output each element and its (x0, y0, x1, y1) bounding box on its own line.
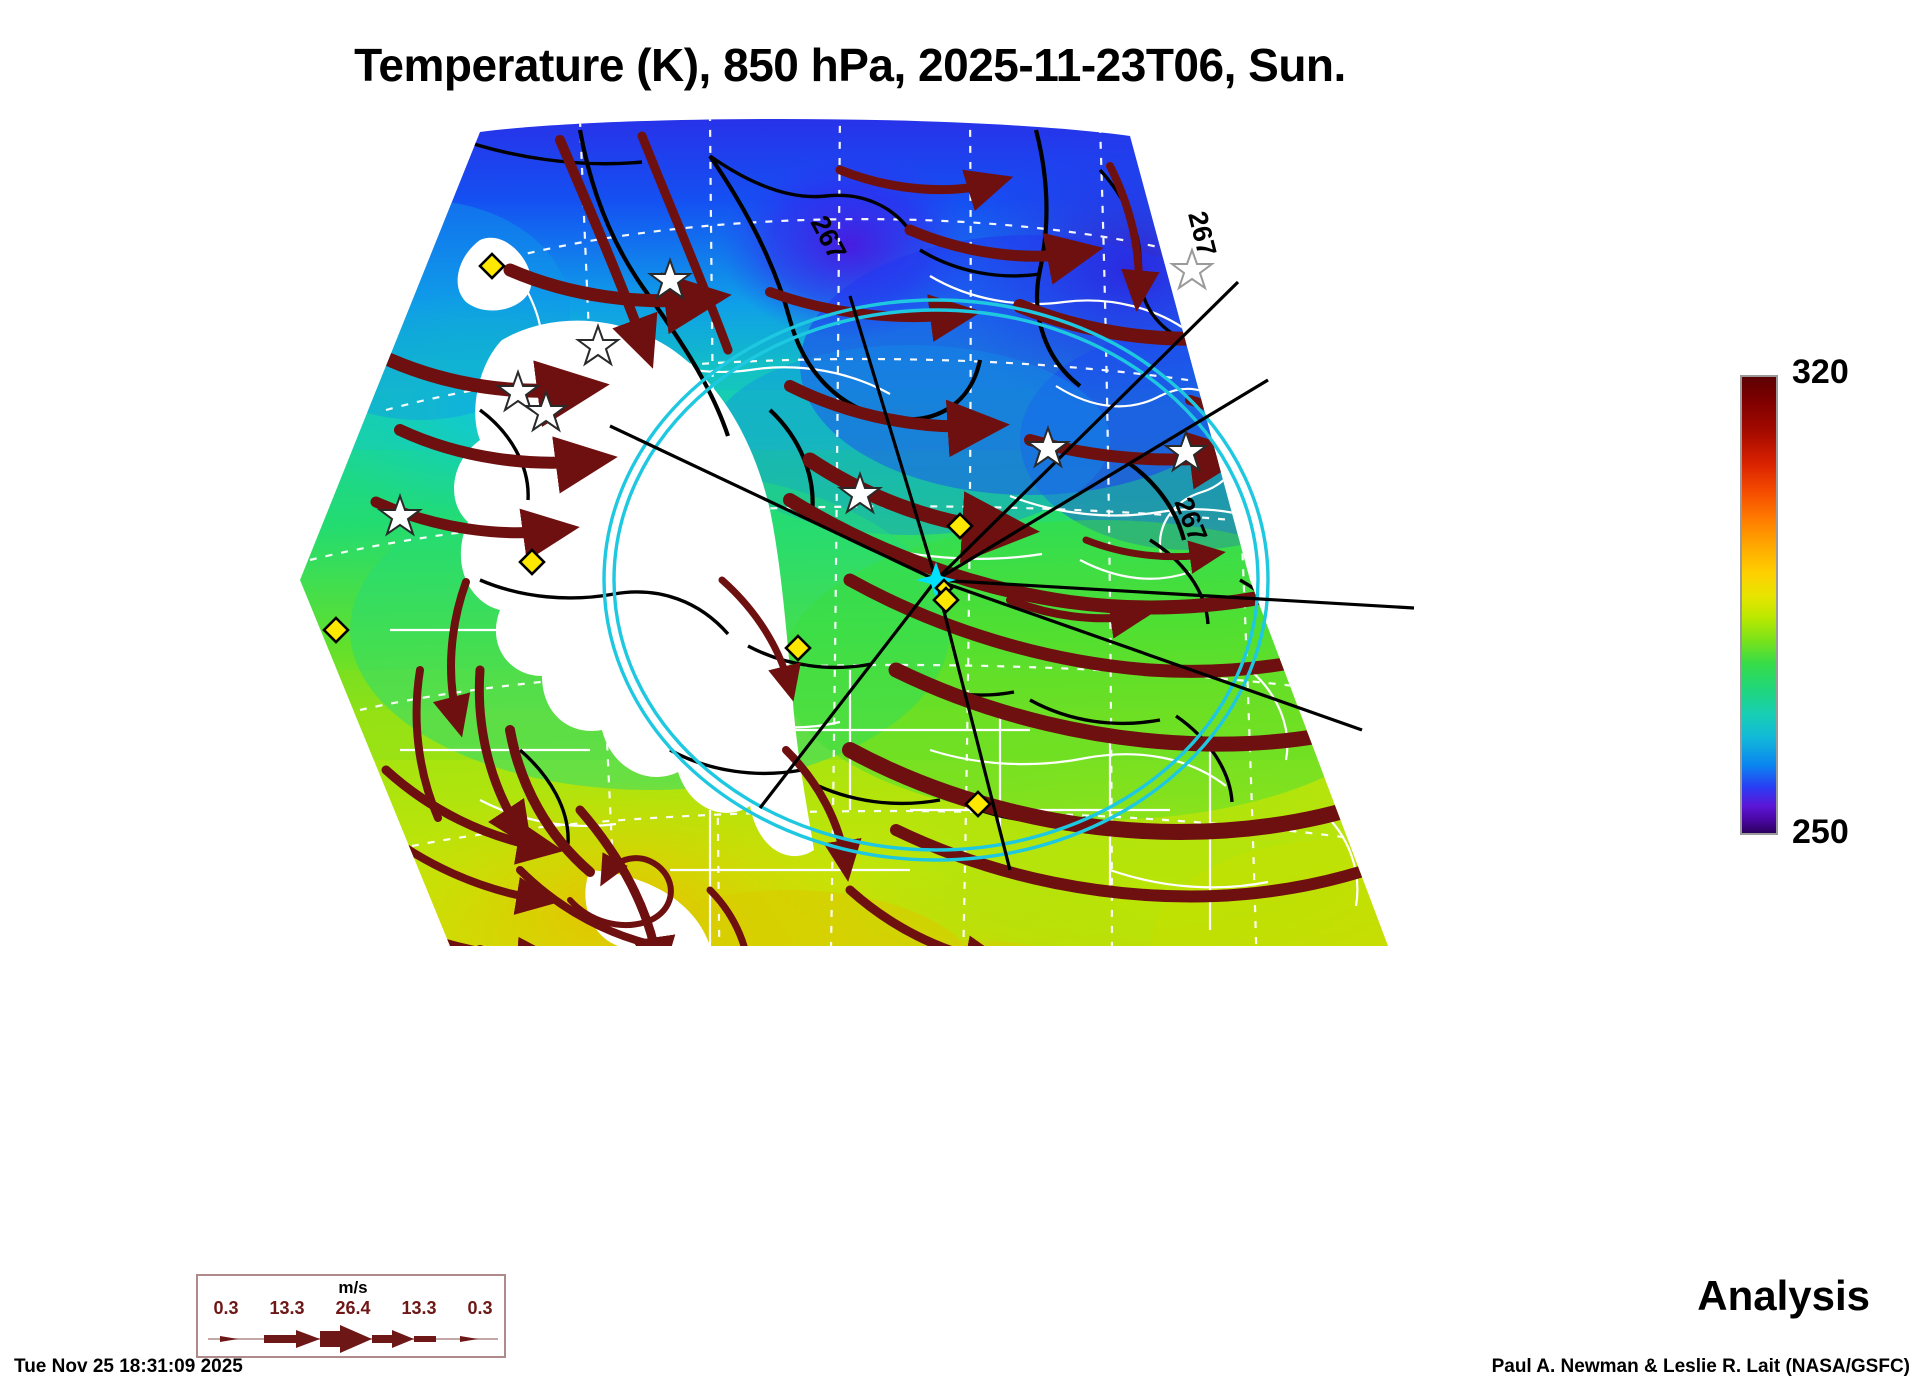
site-marker[interactable] (495, 369, 541, 413)
colorbar-gradient (1740, 375, 1778, 835)
site-marker[interactable] (1025, 425, 1071, 469)
site-marker[interactable] (647, 257, 693, 301)
site-marker[interactable] (1163, 429, 1209, 473)
wind-speed-legend: m/s 0.3 13.3 26.4 13.3 0.3 (196, 1274, 506, 1358)
site-marker[interactable] (377, 493, 423, 537)
site-marker[interactable] (523, 389, 569, 433)
range-ring-inner (612, 308, 1260, 852)
station-markers[interactable] (322, 252, 992, 818)
colorbar-max-label: 320 (1792, 353, 1849, 391)
author-credit: Paul A. Newman & Leslie R. Lait (NASA/GS… (1491, 1356, 1910, 1377)
flight-track-overlay[interactable] (602, 280, 1415, 871)
station-marker[interactable] (518, 548, 546, 576)
colorbar-min-label: 250 (1792, 813, 1849, 851)
colorbar[interactable]: 320 250 (1740, 353, 1849, 851)
station-marker[interactable] (784, 634, 812, 662)
wind-tick-value: 13.3 (401, 1298, 437, 1318)
radial-track-lines (609, 280, 1415, 871)
wind-tick-value: 0.3 (467, 1298, 493, 1318)
page-title: Temperature (K), 850 hPa, 2025-11-23T06,… (354, 39, 1346, 91)
analysis-label: Analysis (1697, 1272, 1870, 1319)
range-ring-outer (602, 298, 1270, 862)
station-marker[interactable] (946, 512, 974, 540)
wind-legend-ticks: 0.3 13.3 26.4 13.3 0.3 (198, 1298, 508, 1319)
wind-tick-value: 13.3 (269, 1298, 305, 1318)
contour-label-267: 267 (1182, 208, 1222, 259)
site-marker[interactable] (837, 471, 883, 515)
site-marker-outline[interactable] (1169, 247, 1215, 291)
station-marker[interactable] (478, 252, 506, 280)
site-markers[interactable] (377, 247, 1215, 537)
generation-timestamp: Tue Nov 25 18:31:09 2025 (14, 1356, 243, 1377)
station-marker[interactable] (932, 586, 960, 614)
wind-legend-arrow-scale (208, 1325, 498, 1353)
site-marker[interactable] (575, 323, 621, 367)
station-marker[interactable] (322, 616, 350, 644)
map-panel[interactable]: 267 267 267 (150, 110, 1450, 1030)
wind-legend-units: m/s (338, 1278, 368, 1297)
track-center-star (916, 562, 956, 598)
station-marker[interactable] (964, 790, 992, 818)
wind-tick-value: 26.4 (335, 1298, 371, 1318)
wind-tick-value: 0.3 (213, 1298, 239, 1318)
map-canvas[interactable]: 267 267 267 (150, 110, 1450, 1030)
